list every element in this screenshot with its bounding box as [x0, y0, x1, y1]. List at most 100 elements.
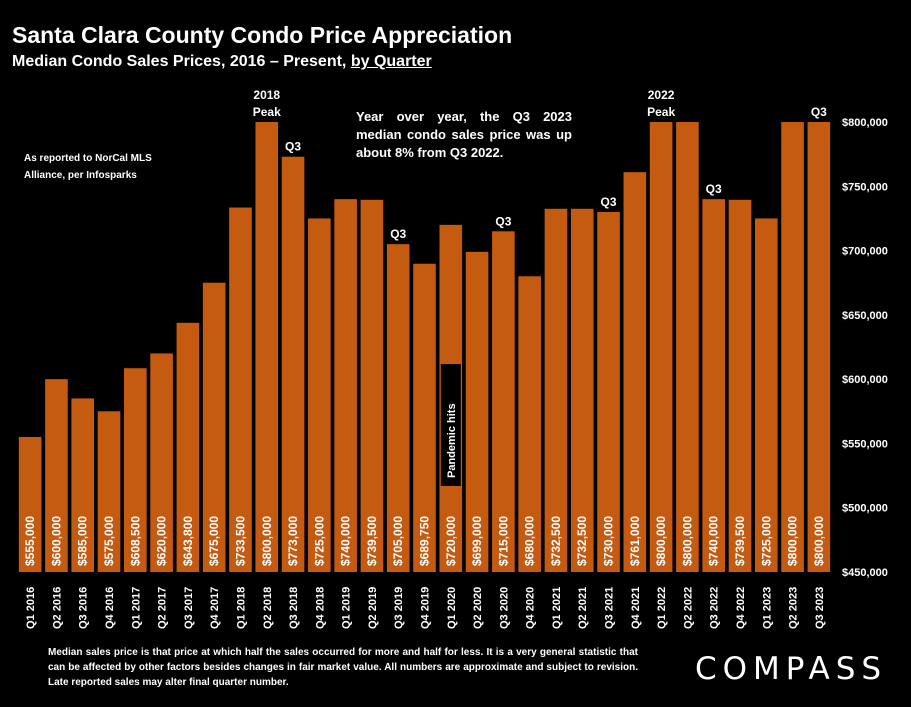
y-tick-label: $450,000 — [842, 567, 888, 579]
bar — [124, 368, 147, 572]
x-tick-label: Q3 2017 — [183, 587, 195, 629]
bar-value-label: $800,000 — [786, 516, 800, 566]
bar-annotation: Q3 — [601, 195, 617, 209]
chart-title: Santa Clara County Condo Price Appreciat… — [12, 22, 513, 48]
bar-value-label: $689,750 — [418, 516, 432, 566]
y-tick-label: $750,000 — [842, 181, 888, 193]
bar-annotation: Peak — [647, 105, 675, 119]
bar-value-label: $585,000 — [76, 516, 90, 566]
x-tick-label: Q3 2020 — [498, 587, 510, 629]
x-tick-label: Q2 2020 — [472, 587, 484, 629]
bar-value-label: $675,000 — [207, 516, 221, 566]
bar-value-label: $800,000 — [654, 516, 668, 566]
bar — [649, 122, 673, 572]
bar-value-label: $725,000 — [759, 516, 773, 566]
bar-value-label: $725,000 — [312, 516, 326, 566]
bar-value-label: $555,000 — [23, 516, 37, 566]
bar — [150, 353, 173, 572]
bar — [570, 208, 594, 573]
bar — [676, 122, 699, 572]
bar-annotation: Q3 — [495, 214, 511, 228]
bar-value-label: $773,000 — [286, 516, 300, 566]
x-tick-label: Q2 2016 — [51, 587, 63, 629]
bar — [360, 199, 384, 573]
bar-value-label: $720,000 — [444, 516, 458, 566]
bar-value-label: $739,500 — [733, 516, 747, 566]
bar — [97, 411, 121, 572]
x-tick-label: Q2 2018 — [262, 587, 274, 629]
chart-subtitle: Median Condo Sales Prices, 2016 – Presen… — [12, 53, 432, 71]
x-tick-label: Q1 2021 — [551, 587, 563, 629]
bar-value-label: $699,000 — [470, 516, 484, 566]
bar — [728, 199, 752, 573]
bar-annotation: Q3 — [706, 182, 722, 196]
x-tick-label: Q4 2021 — [630, 587, 642, 629]
bar-annotation: Peak — [253, 105, 281, 119]
bar — [18, 437, 42, 572]
bar — [781, 122, 804, 572]
x-tick-label: Q1 2017 — [130, 587, 142, 629]
bar-annotation: 2022 — [648, 88, 675, 102]
bar — [623, 172, 647, 572]
bar-value-label: $800,000 — [680, 516, 694, 566]
bar-value-label: $800,000 — [260, 516, 274, 566]
bar-value-label: $800,000 — [812, 516, 826, 566]
x-tick-label: Q2 2023 — [788, 587, 800, 629]
y-tick-label: $800,000 — [842, 117, 888, 129]
x-tick-label: Q3 2019 — [393, 587, 405, 629]
x-tick-label: Q1 2018 — [235, 587, 247, 629]
x-tick-label: Q2 2021 — [577, 587, 589, 629]
x-tick-label: Q3 2021 — [604, 587, 616, 629]
x-tick-label: Q1 2016 — [25, 587, 37, 629]
x-tick-label: Q1 2023 — [761, 587, 773, 629]
x-tick-label: Q3 2023 — [814, 587, 826, 629]
bar — [71, 398, 95, 572]
x-tick-label: Q4 2019 — [420, 587, 432, 629]
bar — [255, 122, 279, 572]
bar — [518, 276, 541, 572]
bar — [45, 379, 68, 572]
x-tick-label: Q1 2019 — [341, 587, 353, 629]
y-tick-label: $500,000 — [842, 503, 888, 515]
bar — [702, 199, 725, 572]
bar — [492, 231, 515, 573]
bar-value-label: $600,000 — [49, 516, 63, 566]
bar — [544, 208, 568, 573]
bar-value-label: $575,000 — [102, 516, 116, 566]
subtitle-by-quarter: by Quarter — [350, 53, 432, 70]
bar-annotation: Q3 — [285, 140, 301, 154]
x-tick-label: Q4 2017 — [209, 587, 221, 629]
bar-annotation: 2018 — [253, 88, 280, 102]
bar-annotation: Q3 — [390, 227, 406, 241]
y-tick-label: $600,000 — [842, 374, 888, 386]
bar — [386, 244, 410, 572]
footnote: Median sales price is that price at whic… — [48, 647, 638, 688]
bar-value-label: $730,000 — [602, 516, 616, 566]
bar — [281, 156, 305, 572]
x-tick-label: Q4 2018 — [314, 587, 326, 629]
x-tick-label: Q2 2022 — [682, 587, 694, 629]
bar — [176, 322, 200, 572]
bar-value-label: $715,000 — [496, 516, 510, 566]
bar-value-label: $740,000 — [707, 516, 721, 566]
bar-value-label: $620,000 — [155, 516, 169, 566]
bar-value-label: $608,500 — [128, 516, 142, 566]
bar-value-label: $643,800 — [181, 516, 195, 566]
y-tick-label: $700,000 — [842, 246, 888, 258]
bar-annotation: Q3 — [811, 105, 827, 119]
x-tick-label: Q2 2017 — [157, 587, 169, 629]
bar-value-label: $732,500 — [549, 516, 563, 566]
x-tick-label: Q4 2020 — [525, 587, 537, 629]
bar-value-label: $705,000 — [391, 516, 405, 566]
x-tick-label: Q2 2019 — [367, 587, 379, 629]
bar — [413, 263, 436, 572]
bar — [308, 218, 331, 572]
bar-value-label: $680,000 — [523, 516, 537, 566]
x-tick-label: Q3 2016 — [78, 587, 90, 629]
subtitle-main: Median Condo Sales Prices, 2016 – Presen… — [12, 53, 347, 70]
callout-text: Year over year, the Q3 2023 median condo… — [356, 109, 572, 160]
bar — [465, 251, 489, 572]
bar-value-label: $761,000 — [628, 516, 642, 566]
pandemic-note-box — [440, 364, 461, 486]
